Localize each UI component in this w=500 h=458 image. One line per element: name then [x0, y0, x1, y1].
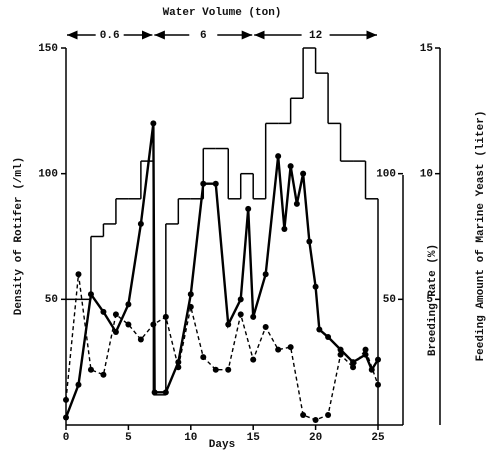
density-point	[150, 120, 157, 127]
density-point	[137, 220, 144, 227]
breeding-point	[325, 411, 332, 418]
volume-label: 0.6	[100, 30, 120, 42]
density-point	[300, 170, 307, 177]
y3-tick-label: 15	[420, 43, 434, 55]
x-axis-title: Days	[209, 439, 235, 451]
density-point	[337, 346, 344, 353]
density-point	[245, 205, 252, 212]
breeding-point	[63, 396, 69, 403]
volume-label: 12	[309, 30, 322, 42]
y3-tick-label: 10	[420, 169, 433, 181]
breeding-point	[287, 344, 294, 351]
y-tick-label: 100	[38, 169, 58, 181]
x-tick-label: 0	[63, 432, 70, 444]
breeding-point	[75, 271, 82, 278]
volume-label-bg	[189, 28, 218, 42]
breeding-point	[100, 371, 107, 378]
x-tick-label: 15	[247, 432, 261, 444]
breeding-point	[137, 336, 144, 343]
density-point	[100, 308, 107, 315]
y-axis-title: Density of Rotifer (/ml)	[13, 157, 25, 315]
breeding-point	[237, 311, 244, 318]
density-point	[312, 283, 319, 290]
density-point	[325, 334, 332, 341]
density-point	[225, 321, 232, 328]
x-tick-label: 10	[184, 432, 197, 444]
density-point	[63, 414, 69, 421]
x-tick-label: 20	[309, 432, 322, 444]
density-line	[64, 123, 380, 418]
density-point	[250, 313, 257, 320]
density-point	[212, 180, 219, 187]
density-point	[293, 200, 300, 207]
density-point	[306, 238, 313, 245]
breeding-point	[175, 364, 182, 371]
density-point	[125, 301, 132, 308]
breeding-point	[212, 366, 219, 373]
volume-label-bg	[301, 28, 330, 42]
breeding-line	[65, 274, 379, 421]
density-point	[187, 291, 194, 298]
density-point	[262, 271, 269, 278]
density-point	[237, 296, 244, 303]
volume-label: 6	[200, 30, 207, 42]
breeding-point	[112, 311, 119, 318]
volume-label-bg	[95, 28, 124, 42]
density-point	[287, 163, 294, 170]
breeding-point	[262, 323, 269, 330]
breeding-point	[275, 346, 282, 353]
breeding-point	[300, 411, 307, 418]
breeding-point	[362, 346, 369, 353]
y2-tick-label: 100	[376, 169, 396, 181]
density-point	[75, 381, 82, 388]
x-tick-label: 25	[371, 432, 385, 444]
chart-title: Water Volume (ton)	[163, 7, 282, 19]
density-point	[281, 225, 288, 232]
y-tick-label: 150	[38, 43, 58, 55]
breeding-point	[225, 366, 232, 373]
breeding-point	[350, 364, 357, 371]
breeding-point	[200, 354, 207, 361]
y-tick-label: 50	[45, 294, 58, 306]
breeding-point	[187, 303, 194, 310]
y2-axis-title: Breeding Rate (%)	[427, 244, 439, 356]
y3-axis-title: Feeding Amount of Marine Yeast (liter)	[475, 111, 487, 362]
x-tick-label: 5	[125, 432, 132, 444]
y3-tick-label: 5	[426, 294, 433, 306]
breeding-point	[250, 356, 257, 363]
density-point	[275, 153, 282, 160]
y2-tick-label: 50	[383, 294, 396, 306]
density-point	[316, 326, 323, 333]
breeding-point	[125, 321, 132, 328]
breeding-point	[337, 351, 344, 358]
density-point	[350, 359, 357, 366]
breeding-point	[87, 366, 94, 373]
density-point	[112, 329, 119, 336]
breeding-point	[312, 416, 319, 423]
